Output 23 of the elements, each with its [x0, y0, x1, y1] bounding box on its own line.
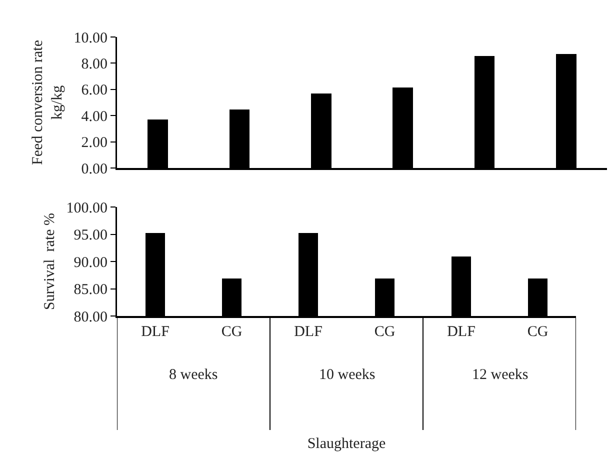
x-tick-label: DLF: [141, 324, 170, 340]
text: 12 weeks: [472, 367, 528, 383]
y-axis-title: Feed conversion rate kg/kg: [30, 40, 66, 165]
y-tick-label: 80.00: [74, 309, 108, 326]
y-tick-label: 85.00: [74, 282, 108, 298]
x-tick-label: CG: [221, 324, 242, 340]
y-axis-title: Survival rate %: [42, 212, 58, 310]
x-axis-title: Slaughterage: [307, 436, 386, 452]
y-tick-label: 2.00: [81, 135, 108, 152]
y-tick-label: 90.00: [74, 254, 108, 271]
y-tick-label: 10.00: [74, 30, 108, 46]
x-tick-label: DLF: [294, 324, 322, 340]
y-tick-label: 6.00: [81, 82, 108, 99]
x-tick-label: CG: [527, 324, 548, 340]
y-tick-label: 8.00: [81, 56, 108, 72]
x-tick-label: CG: [374, 324, 396, 340]
text: 10 weeks: [319, 367, 376, 383]
y-tick-label: 100.00: [66, 200, 108, 216]
y-tick-label: 95.00: [74, 228, 108, 244]
y-tick-label: 4.00: [81, 108, 108, 125]
text: 8 weeks: [169, 367, 218, 383]
x-tick-label: DLF: [447, 324, 476, 340]
y-tick-label: 0.00: [81, 161, 108, 178]
